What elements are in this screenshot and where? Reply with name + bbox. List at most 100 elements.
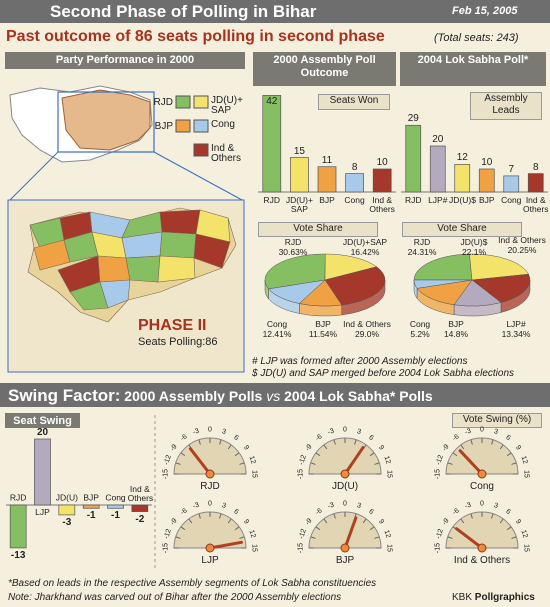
gauge-tick [310, 536, 316, 539]
gauge-tick [511, 536, 517, 539]
pie-slice [469, 253, 529, 281]
gauge-tick [511, 462, 517, 465]
swing-vs: vs [266, 388, 281, 404]
value-label: 8 [532, 161, 539, 173]
x-tick-label: JD(U)+ SAP [285, 195, 313, 214]
value-label: -3 [62, 516, 72, 528]
chart-title: Vote Swing (%) [452, 413, 542, 428]
headline: Past outcome of 86 seats polling in seco… [6, 28, 385, 45]
gauge-pivot [340, 543, 350, 553]
bar [478, 168, 495, 193]
swing-title-main: Swing Factor: [8, 386, 121, 405]
gauge-tick-label: -15 [297, 542, 305, 554]
value-label: 20 [36, 427, 49, 438]
gauge-tick-label: 0 [343, 426, 347, 434]
gauge-tick [180, 526, 186, 531]
gauge-needle [343, 516, 358, 550]
chart-subtitle: Assembly Leads [470, 92, 542, 120]
chart-title: Vote Share [258, 222, 378, 237]
legend-label: Cong [211, 119, 235, 130]
pie-slice [413, 279, 473, 289]
gauge-tick-label: 15 [385, 470, 393, 478]
gauge-tick [227, 444, 232, 450]
x-tick-label: BJP [83, 492, 99, 503]
gauge-face [308, 511, 382, 549]
gauge-tick [499, 444, 504, 450]
value-label: -2 [135, 513, 145, 525]
x-tick-label: Cong [501, 195, 522, 205]
pie-slice [416, 279, 473, 305]
value-label: 10 [376, 157, 388, 168]
total-seats: (Total seats: 243) [434, 32, 519, 44]
gauge-tick [323, 518, 328, 524]
gauge-pivot [477, 469, 487, 479]
value-label: -13 [10, 549, 26, 561]
footnote: $ JD(U) and SAP merged before 2004 Lok S… [252, 368, 515, 379]
gauge-tick-label: 15 [250, 470, 258, 478]
gauge-tick [234, 526, 240, 531]
credit: KBK Pollgraphics [452, 593, 535, 603]
gauge-tick [315, 526, 321, 531]
gauge-tick [323, 444, 328, 450]
value-label: 29 [407, 113, 419, 125]
gauge-pivot [205, 469, 215, 479]
gauge-label: JD(U) [331, 481, 359, 492]
gauge-tick [310, 462, 316, 465]
x-tick-label: JD(U)$ [449, 195, 476, 205]
district [125, 255, 161, 283]
gauge-tick [175, 536, 181, 539]
gauge-tick [188, 518, 193, 524]
bar [429, 145, 446, 193]
pie-slice [324, 253, 378, 281]
bar [527, 173, 544, 193]
gauge-tick-label: -15 [162, 542, 170, 554]
slice-label: JD(U)$ [460, 237, 488, 247]
gauge-needle [343, 446, 365, 476]
district [157, 255, 196, 283]
gauge-tick [499, 518, 504, 524]
gauge-label: Ind & Others [453, 555, 511, 566]
zoom-line [9, 151, 59, 201]
bar [262, 95, 282, 193]
gauge-needle [208, 540, 243, 550]
gauge-tick [470, 513, 473, 519]
pie-slice [268, 279, 326, 304]
legend-label: JD(U)+ SAP [211, 95, 243, 116]
gauge-tick-label: -15 [434, 468, 442, 480]
slice-value-label: 30.63% [278, 247, 308, 257]
gauge-tick-label: 0 [480, 426, 484, 434]
gauge-label: Cong [470, 481, 494, 492]
gauge-tick [374, 462, 380, 465]
x-tick-label: LJP [35, 507, 50, 517]
slice-label: Ind & Others [498, 235, 546, 245]
gauge-label: BJP [335, 555, 355, 566]
value-label: 11 [321, 154, 333, 166]
x-tick-label: Ind & Others [522, 195, 549, 214]
chart-title: Seat Swing [5, 413, 80, 428]
pie-slice [413, 253, 473, 281]
gauge-tick-label: 0 [480, 500, 484, 508]
chart-title: 2004 Lok Sabha Poll* [400, 52, 546, 86]
legend-swatch [175, 119, 191, 133]
bar [131, 504, 149, 512]
slice-label: RJD [284, 237, 302, 247]
gauge-pivot [340, 469, 350, 479]
zoom-line [153, 151, 243, 201]
bar [34, 438, 51, 506]
value-label: 8 [351, 161, 358, 173]
slice-value-label: 22.1% [461, 247, 487, 257]
slice-label: BJP [448, 319, 464, 329]
footnote: *Based on leads in the respective Assemb… [8, 578, 377, 589]
legend-swatch [193, 143, 209, 157]
value-label: -1 [111, 510, 120, 522]
title: Second Phase of Polling in Bihar [50, 2, 317, 21]
gauge-face [173, 437, 247, 475]
x-tick-label: Ind & Others [127, 484, 154, 503]
gauge-tick [470, 439, 473, 445]
zoom-box [57, 91, 155, 153]
gauge-tick [447, 462, 453, 465]
footnote: Note: Jharkhand was carved out of Bihar … [8, 592, 342, 603]
gauge-tick [198, 439, 201, 445]
district [193, 233, 231, 269]
